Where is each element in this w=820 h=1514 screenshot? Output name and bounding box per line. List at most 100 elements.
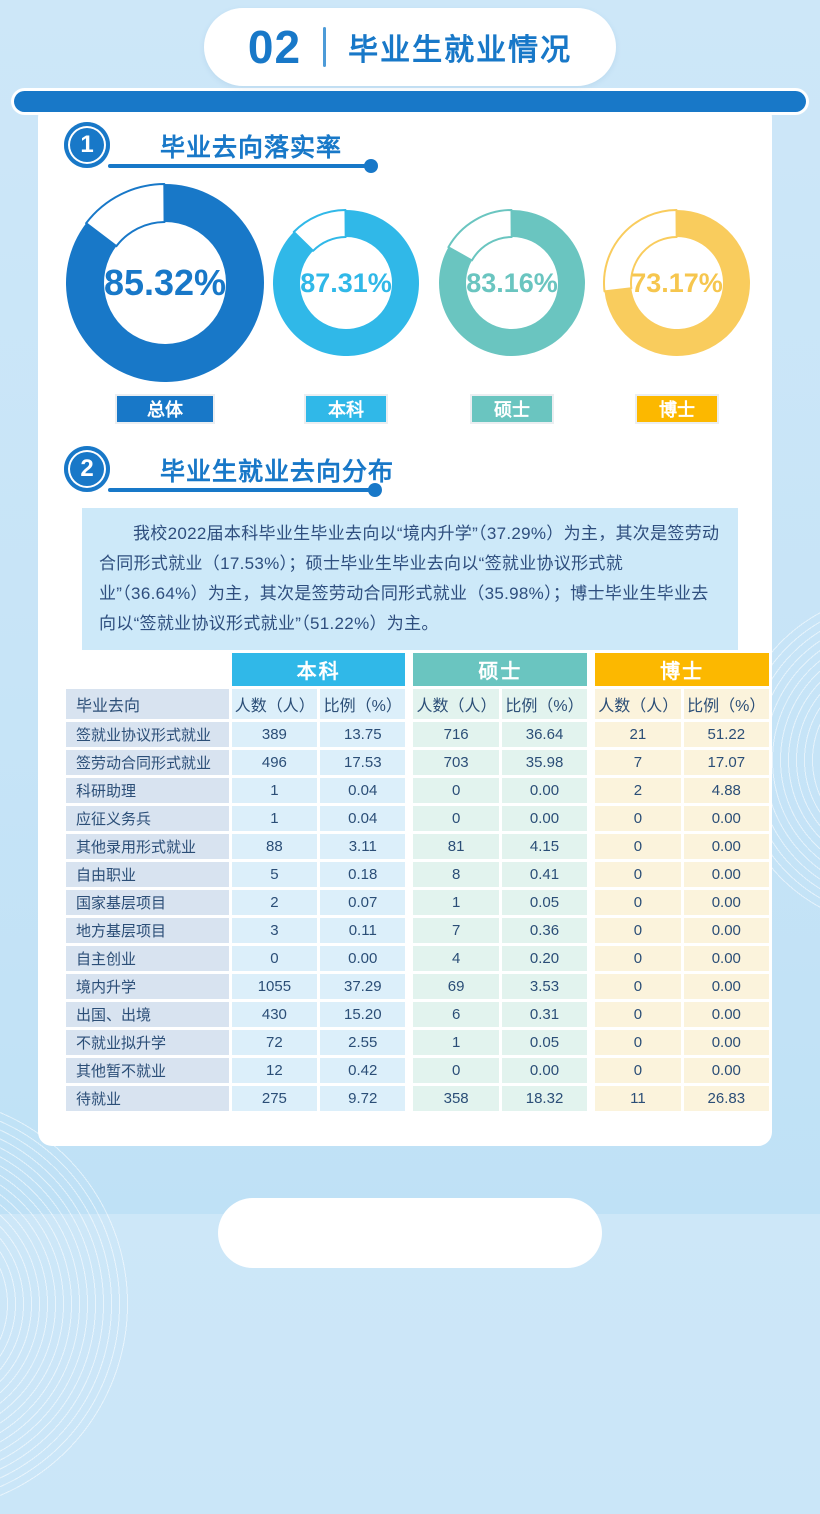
table-cell: 18.32 xyxy=(501,1086,588,1111)
table-row: 其他暂不就业 12 0.42 0 0.00 0 0.00 xyxy=(66,1058,769,1083)
table-cell: 0.00 xyxy=(683,1002,769,1027)
row-label: 不就业拟升学 xyxy=(66,1030,229,1055)
table-cell: 1 xyxy=(408,890,499,915)
table-cell: 0.20 xyxy=(501,946,588,971)
table-cell: 26.83 xyxy=(683,1086,769,1111)
table-cell: 11 xyxy=(590,1086,681,1111)
table-cell: 716 xyxy=(408,722,499,747)
row-label: 其他暂不就业 xyxy=(66,1058,229,1083)
donut-chart-undergraduate: 87.31% 本科 xyxy=(272,209,420,424)
table-cell: 0.11 xyxy=(320,918,406,943)
decorative-arcs-bottom xyxy=(0,1094,130,1514)
table-cell: 2 xyxy=(231,890,318,915)
table-spacer-cell xyxy=(66,653,229,686)
table-cell: 1 xyxy=(231,778,318,803)
table-cell: 0 xyxy=(408,806,499,831)
table-cell: 81 xyxy=(408,834,499,859)
table-cell: 0 xyxy=(590,1058,681,1083)
header-divider xyxy=(323,27,327,67)
section-1-number-badge: 1 xyxy=(64,122,110,168)
table-cell: 0 xyxy=(408,1058,499,1083)
section-2-number-badge: 2 xyxy=(64,446,110,492)
table-cell: 72 xyxy=(231,1030,318,1055)
table-cell: 0.31 xyxy=(501,1002,588,1027)
section-number: 02 xyxy=(247,21,302,73)
table-cell: 0 xyxy=(590,1030,681,1055)
table-cell: 0.41 xyxy=(501,862,588,887)
table-cell: 88 xyxy=(231,834,318,859)
row-label: 其他录用形式就业 xyxy=(66,834,229,859)
table-row: 签就业协议形式就业 389 13.75 716 36.64 21 51.22 xyxy=(66,722,769,747)
table-cell: 0.04 xyxy=(320,806,406,831)
table-cell: 17.07 xyxy=(683,750,769,775)
donut-percentage: 83.16% xyxy=(466,267,558,298)
table-cell: 51.22 xyxy=(683,722,769,747)
section-2-underline xyxy=(108,483,382,497)
row-label: 自由职业 xyxy=(66,862,229,887)
table-cell: 4.15 xyxy=(501,834,588,859)
table-row: 应征义务兵 1 0.04 0 0.00 0 0.00 xyxy=(66,806,769,831)
table-cell: 0.00 xyxy=(683,806,769,831)
table-cell: 389 xyxy=(231,722,318,747)
section-2-title: 毕业生就业去向分布 xyxy=(160,458,395,486)
table-cell: 4 xyxy=(408,946,499,971)
row-label: 自主创业 xyxy=(66,946,229,971)
table-cell: 69 xyxy=(408,974,499,999)
section-1-number: 1 xyxy=(80,131,94,158)
section-1-title: 毕业去向落实率 xyxy=(160,134,343,162)
header-accent-bar xyxy=(14,91,806,112)
donut-percentage: 85.32% xyxy=(103,262,227,303)
donut-ring: 85.32% xyxy=(65,183,265,388)
table-cell: 8 xyxy=(408,862,499,887)
table-cell: 2.55 xyxy=(320,1030,406,1055)
table-cell: 0 xyxy=(590,974,681,999)
table-cell: 3 xyxy=(231,918,318,943)
row-label: 签就业协议形式就业 xyxy=(66,722,229,747)
table-cell: 496 xyxy=(231,750,318,775)
table-cell: 0.00 xyxy=(683,918,769,943)
table-row: 自由职业 5 0.18 8 0.41 0 0.00 xyxy=(66,862,769,887)
table-cell: 1 xyxy=(231,806,318,831)
table-cell: 0.00 xyxy=(683,834,769,859)
row-label: 应征义务兵 xyxy=(66,806,229,831)
page-title: 毕业生就业情况 xyxy=(348,34,573,67)
row-label: 待就业 xyxy=(66,1086,229,1111)
row-label: 签劳动合同形式就业 xyxy=(66,750,229,775)
donut-ring: 73.17% xyxy=(603,209,751,362)
column-header: 人数（人） xyxy=(408,689,499,719)
table-cell: 21 xyxy=(590,722,681,747)
table-group-header-row: 本科 硕士 博士 xyxy=(66,653,769,686)
table-cell: 0.00 xyxy=(683,1058,769,1083)
underline-end-dot xyxy=(368,483,382,497)
table-cell: 12 xyxy=(231,1058,318,1083)
table-cell: 0.36 xyxy=(501,918,588,943)
table-cell: 0.00 xyxy=(683,946,769,971)
table-cell: 0.00 xyxy=(501,1058,588,1083)
table-cell: 0 xyxy=(590,834,681,859)
table-cell: 0.04 xyxy=(320,778,406,803)
table-cell: 4.88 xyxy=(683,778,769,803)
table-cell: 0.00 xyxy=(320,946,406,971)
section-1-underline xyxy=(108,159,378,173)
donut-label: 本科 xyxy=(304,394,388,424)
table-cell: 1 xyxy=(408,1030,499,1055)
column-header: 比例（%） xyxy=(501,689,588,719)
table-cell: 0.00 xyxy=(683,890,769,915)
summary-paragraph: 我校2022届本科毕业生毕业去向以“境内升学”（37.29%）为主，其次是签劳动… xyxy=(82,508,738,650)
table-cell: 0.00 xyxy=(683,1030,769,1055)
employment-table: 本科 硕士 博士 毕业去向 人数（人） 比例（%） 人数（人） 比例（%） 人数（人） 比例（%）… xyxy=(63,650,772,1114)
table-cell: 275 xyxy=(231,1086,318,1111)
row-label: 境内升学 xyxy=(66,974,229,999)
table-cell: 0.00 xyxy=(683,974,769,999)
table-cell: 9.72 xyxy=(320,1086,406,1111)
content-panel: 1 毕业去向落实率 85.32% 总体 87.31% 本科 83.16% 硕士 73.… xyxy=(38,104,772,1146)
next-section-pill-peek xyxy=(218,1198,602,1268)
table-cell: 703 xyxy=(408,750,499,775)
column-header: 比例（%） xyxy=(320,689,406,719)
donut-ring: 83.16% xyxy=(438,209,586,362)
table-cell: 0 xyxy=(590,806,681,831)
table-cell: 0.00 xyxy=(501,806,588,831)
table-cell: 0 xyxy=(590,862,681,887)
table-row: 地方基层项目 3 0.11 7 0.36 0 0.00 xyxy=(66,918,769,943)
table-cell: 15.20 xyxy=(320,1002,406,1027)
